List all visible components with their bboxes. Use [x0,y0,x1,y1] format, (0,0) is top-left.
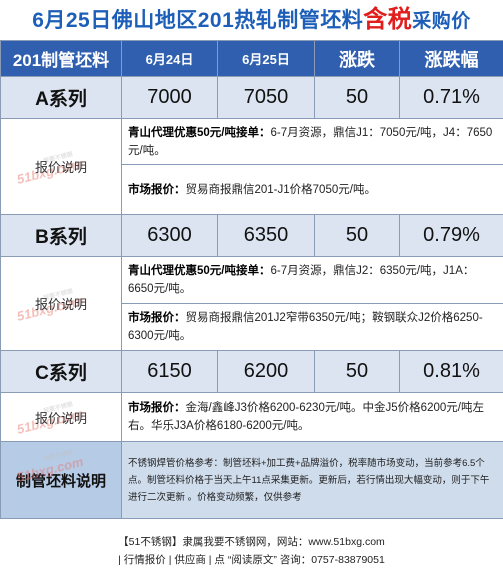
price-change-pct: 0.71% [399,76,503,119]
title-main: 6月25日佛山地区201热轧制管坯料 [32,9,364,32]
price-change: 50 [314,76,400,119]
quote-note: 青山代理优惠50元/吨接单：6-7月资源，鼎信J2：6350元/吨，J1A：66… [121,256,503,304]
price-table: 201制管坯料 6月24日 6月25日 涨跌 涨跌幅 A系列 7000 7050… [0,40,503,519]
table-row: B系列 6300 6350 50 0.79% [0,214,503,257]
quote-note: 市场报价：金海/鑫峰J3价格6200-6230元/吨。中金J5价格6200元/吨… [121,392,503,442]
price-prev: 6150 [121,350,218,393]
title-highlight: 含税 [363,6,413,33]
price-prev: 7000 [121,76,218,119]
quote-note: 市场报价：贸易商报鼎信201J2窄带6350元/吨；鞍钢联众J2价格6250-6… [121,303,503,351]
series-name: A系列 [0,76,122,119]
quote-note: 青山代理优惠50元/吨接单：6-7月资源，鼎信J1：7050元/吨，J4：765… [121,118,503,165]
series-name: C系列 [0,350,122,393]
header-change: 涨跌 [314,40,400,77]
price-curr: 6200 [217,350,315,393]
series-name: B系列 [0,214,122,257]
price-change-pct: 0.81% [399,350,503,393]
footer: 【51不锈钢】隶属我要不锈钢网，网站：www.51bxg.com | 行情报价 … [0,530,503,572]
table-row: A系列 7000 7050 50 0.71% [0,76,503,119]
header-curr-date: 6月25日 [217,40,315,77]
description-text: 不锈钢焊管价格参考：制管坯料+加工费+品牌溢价，税率随市场变动，当前参考6.5个… [121,441,503,519]
price-prev: 6300 [121,214,218,257]
header-change-pct: 涨跌幅 [399,40,503,77]
price-change: 50 [314,214,400,257]
quote-label: 我要不锈钢 51bxg.com 报价说明 [0,118,122,215]
table-row: C系列 6150 6200 50 0.81% [0,350,503,393]
quote-note: 市场报价：贸易商报鼎信201-J1价格7050元/吨。 [121,164,503,215]
price-change-pct: 0.79% [399,214,503,257]
description-label: 我要不锈钢 51bxg.com 制管坯料说明 [0,441,122,519]
price-change: 50 [314,350,400,393]
page-title: 6月25日佛山地区201热轧制管坯料含税采购价 [0,0,503,40]
quote-label: 我要不锈钢 51bxg.com 报价说明 [0,392,122,442]
title-tail: 采购价 [412,11,471,32]
header-product: 201制管坯料 [0,40,122,77]
table-header: 201制管坯料 6月24日 6月25日 涨跌 涨跌幅 [0,40,503,77]
price-curr: 6350 [217,214,315,257]
price-curr: 7050 [217,76,315,119]
footer-site: 【51不锈钢】隶属我要不锈钢网，网站：www.51bxg.com [118,536,385,548]
quote-label: 我要不锈钢 51bxg.com 报价说明 [0,256,122,351]
header-prev-date: 6月24日 [121,40,218,77]
footer-links[interactable]: | 行情报价 | 供应商 | 点 “阅读原文” 咨询：0757-83879051 [118,554,385,566]
